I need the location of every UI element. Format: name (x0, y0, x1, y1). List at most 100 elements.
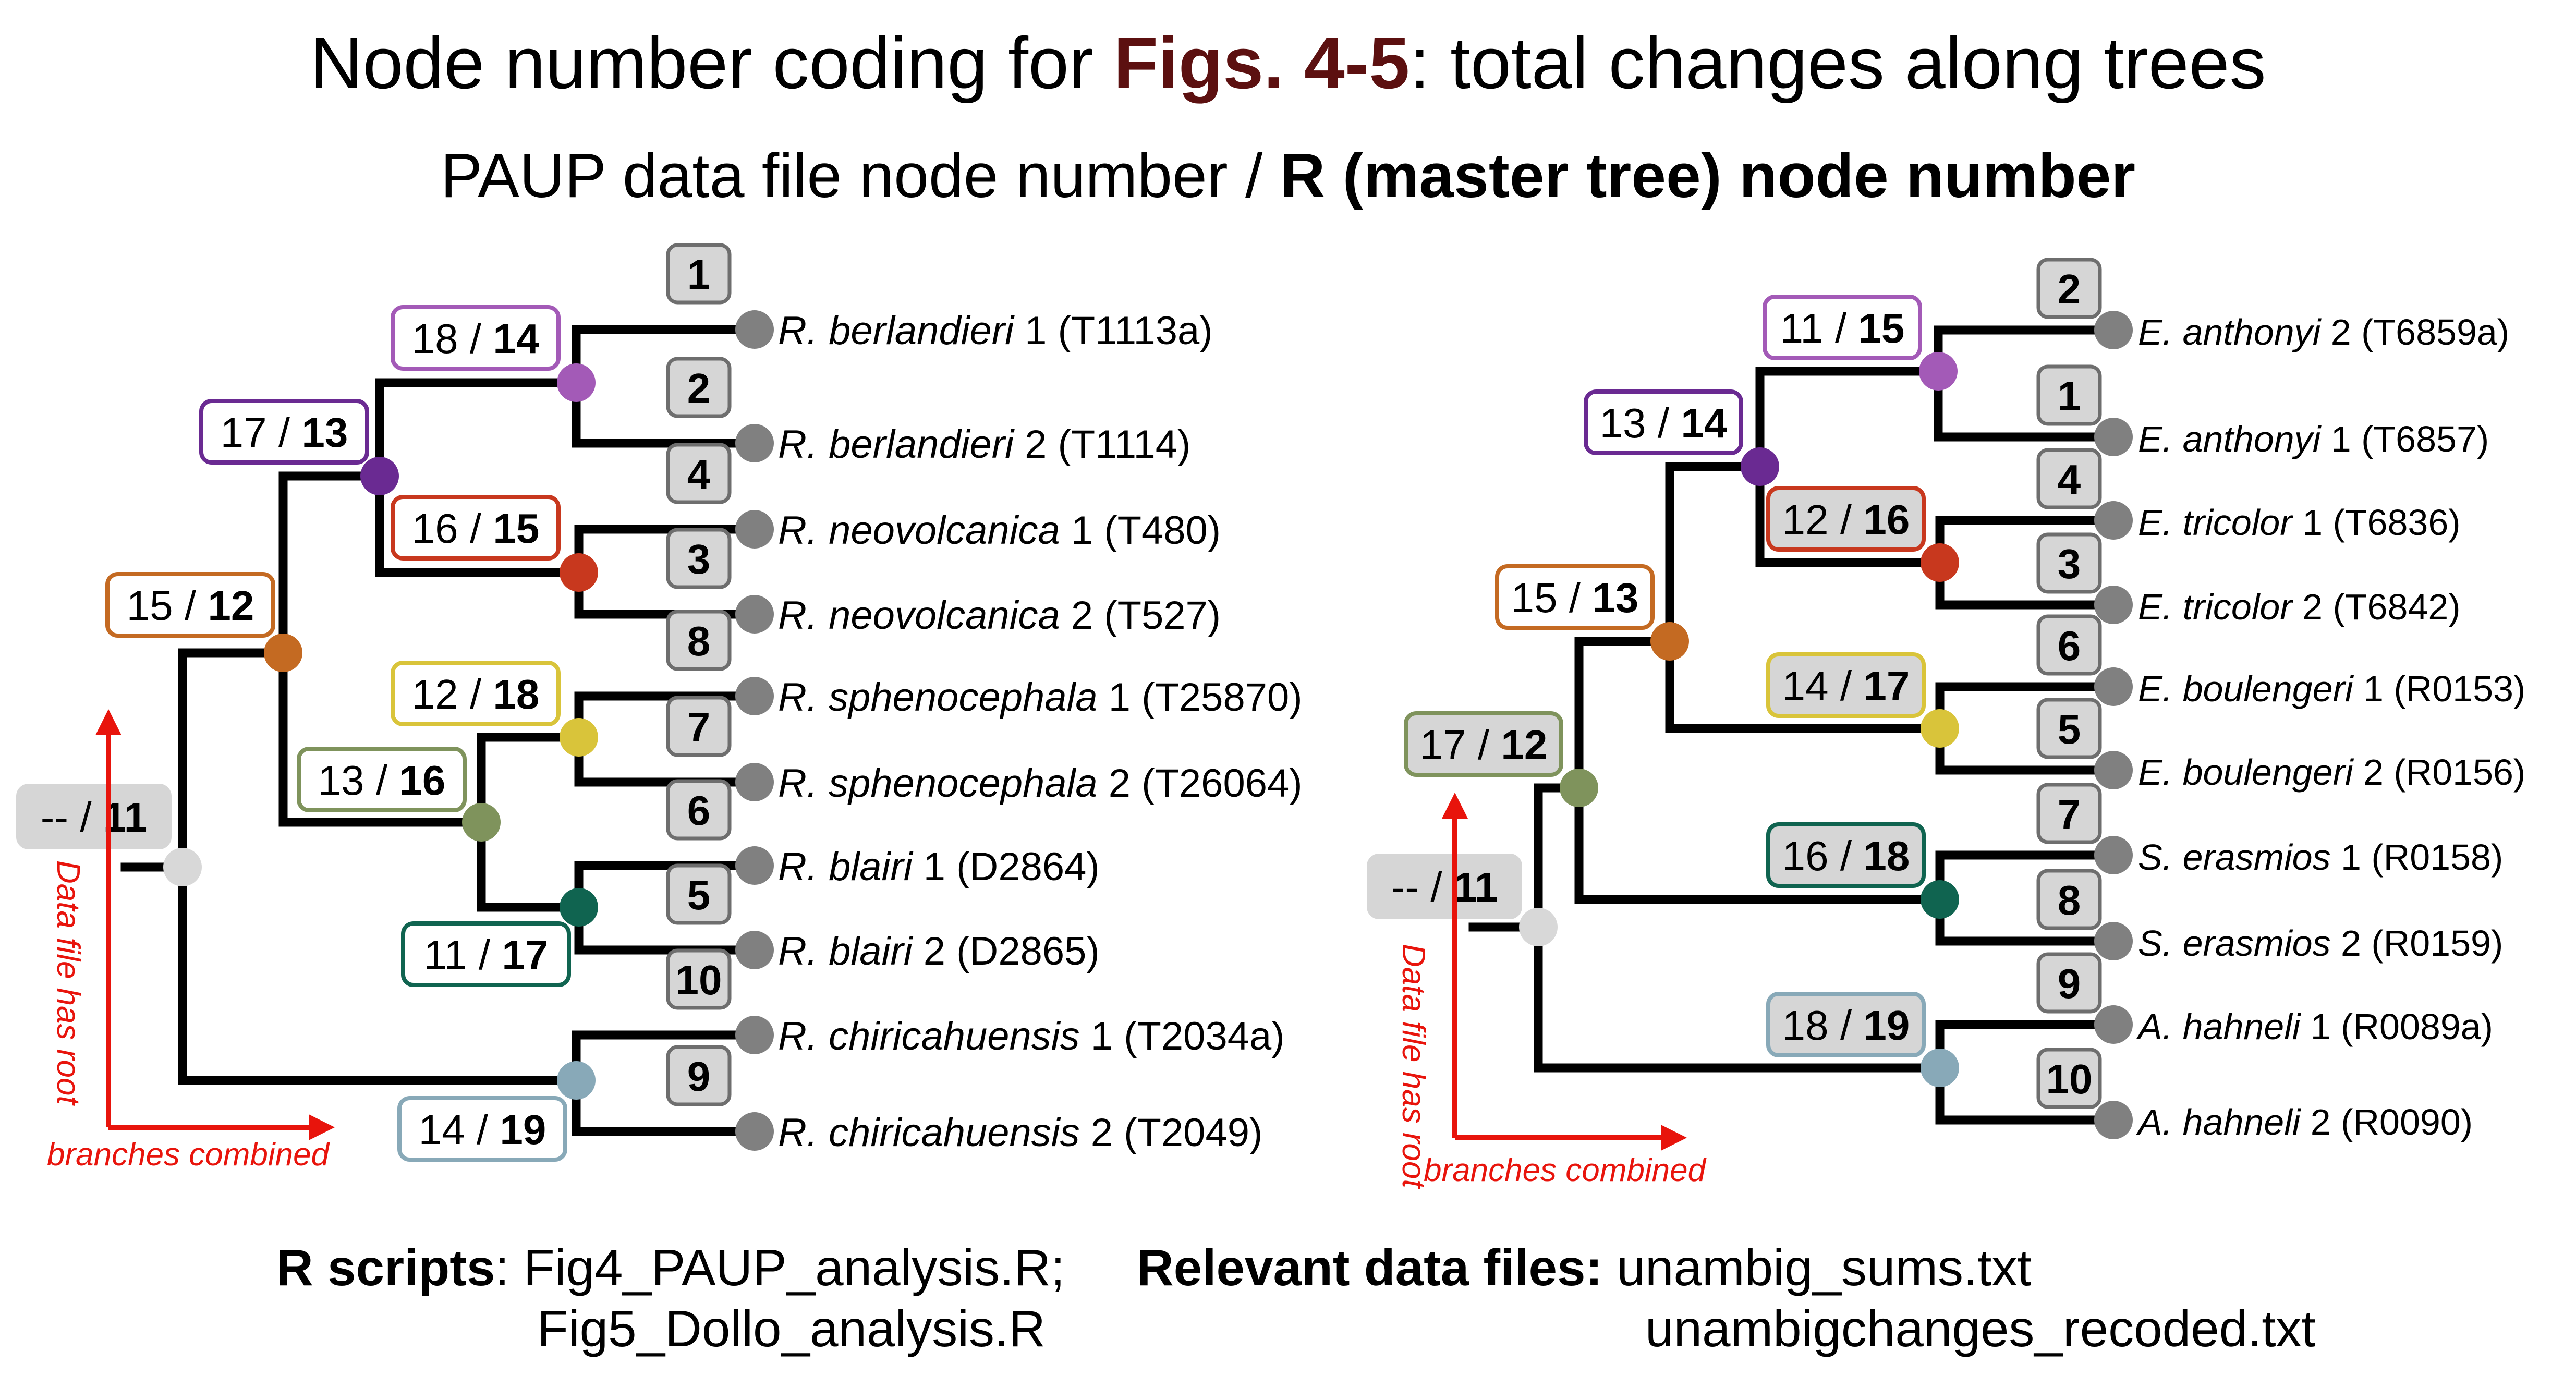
tip-number: 10 (2046, 1056, 2093, 1102)
node-dot (1741, 447, 1779, 486)
node-label: 17 / 12 (1420, 722, 1548, 768)
tip-dot (735, 763, 774, 801)
taxon-species: R. chiricahuensis (778, 1111, 1080, 1155)
node-r-number: 19 (1863, 1002, 1910, 1049)
tip-number: 5 (2058, 706, 2081, 752)
taxon-specimen: 2 (R0090) (2300, 1102, 2473, 1142)
root-note-horizontal: branches combined (1424, 1152, 1707, 1188)
tip-dot (735, 677, 774, 715)
tip-dot (735, 424, 774, 462)
footer-scripts-label: R scripts (276, 1239, 495, 1296)
node-paup-number: 13 / (1600, 400, 1681, 446)
taxon-species: R. berlandieri (778, 309, 1015, 353)
tip-number-box (666, 948, 732, 1010)
taxon-specimen: 1 (T480) (1060, 508, 1221, 553)
tip-number: 10 (676, 957, 722, 1003)
tip-dot (2094, 311, 2133, 349)
tip-number-box (2036, 258, 2102, 319)
tip-dot (2094, 751, 2133, 789)
node-paup-number: 18 / (412, 315, 493, 362)
page-title: Node number coding for Figs. 4-5: total … (0, 21, 2576, 105)
taxon-specimen: 1 (T6857) (2320, 419, 2489, 459)
node-paup-number: 17 / (1420, 722, 1501, 768)
taxon-label: R. blairi 2 (D2865) (778, 929, 1100, 973)
tip-number: 4 (687, 451, 711, 497)
node-label: 12 / 16 (1782, 496, 1910, 543)
tip-number: 6 (2058, 623, 2081, 669)
taxon-species: S. erasmios (2138, 837, 2331, 878)
tip-dot (735, 1016, 774, 1054)
node-paup-number: 16 / (1782, 833, 1864, 879)
taxon-specimen: 1 (D2864) (913, 845, 1100, 889)
tip-dot (735, 1112, 774, 1151)
node-dot (1921, 880, 1959, 919)
node-dot (557, 1061, 596, 1100)
taxon-specimen: 1 (R0153) (2353, 668, 2526, 709)
page-subtitle: PAUP data file node number / R (master t… (0, 140, 2576, 212)
node-label: -- / 11 (1391, 864, 1498, 910)
taxon-specimen: 2 (R0156) (2353, 752, 2526, 793)
node-paup-number: 11 / (1780, 305, 1858, 351)
tip-number: 2 (2058, 266, 2081, 312)
tip-dot (735, 510, 774, 549)
taxon-specimen: 1 (T1113a) (1014, 309, 1213, 353)
node-r-number: 16 (1863, 496, 1910, 543)
taxon-species: A. hahneli (2136, 1006, 2302, 1047)
taxon-specimen: 2 (T26064) (1098, 761, 1303, 806)
node-label: 12 / 18 (412, 671, 540, 717)
node-r-number: 12 (208, 582, 254, 629)
taxon-label: S. erasmios 1 (R0158) (2138, 837, 2503, 878)
tree-branch (1665, 462, 1940, 733)
tip-number: 3 (687, 536, 711, 582)
taxon-specimen: 1 (T2034a) (1080, 1014, 1285, 1058)
taxon-specimen: 2 (T6859a) (2320, 312, 2509, 352)
node-dot (560, 553, 598, 592)
taxon-species: R. blairi (778, 845, 914, 889)
tip-dot (735, 310, 774, 349)
taxon-label: E. boulengeri 1 (R0153) (2138, 668, 2525, 709)
node-r-number: 13 (1592, 575, 1638, 621)
taxon-label: E. anthonyi 2 (T6859a) (2138, 312, 2509, 352)
node-dot (1921, 709, 1959, 748)
node-label-box (1367, 854, 1522, 919)
node-r-number: 17 (502, 932, 548, 978)
tip-number-box (666, 863, 732, 925)
tip-number: 8 (687, 618, 711, 664)
taxon-specimen: 2 (D2865) (913, 929, 1100, 973)
node-dot (1919, 352, 1958, 391)
node-paup-number: 18 / (1782, 1002, 1864, 1049)
node-label-box (1584, 389, 1743, 455)
root-note-horizontal: branches combined (47, 1137, 331, 1173)
node-dot (1921, 543, 1959, 582)
taxon-label: R. berlandieri 1 (T1113a) (778, 309, 1213, 353)
node-r-number: 18 (1863, 833, 1910, 879)
node-dot (1560, 769, 1598, 807)
node-paup-number: 16 / (412, 505, 493, 552)
subtitle-prefix: PAUP data file node number / (440, 141, 1280, 211)
node-label-box (397, 1096, 567, 1162)
taxon-species: R. neovolcanica (778, 593, 1060, 638)
taxon-specimen: 1 (T6836) (2292, 502, 2461, 543)
taxon-label: A. hahneli 2 (R0090) (2136, 1102, 2473, 1142)
tip-number-box (2036, 952, 2102, 1014)
tip-dot (2094, 922, 2133, 960)
right-tree: 2 E. anthonyi 2 (T6859a) 1 E. anthonyi 1 (T… (1367, 258, 2526, 1189)
title-prefix: Node number coding for (310, 22, 1114, 104)
node-label: 18 / 19 (1782, 1002, 1910, 1049)
tip-dot (735, 846, 774, 885)
root-dot (1519, 908, 1558, 946)
node-r-number: 17 (1863, 663, 1910, 709)
node-label: 17 / 13 (221, 409, 348, 456)
node-paup-number: 11 / (424, 932, 502, 978)
footer-data-file-2: unambigchanges_recoded.txt (1645, 1300, 2316, 1357)
node-label-box (199, 399, 369, 465)
taxon-label: E. anthonyi 1 (T6857) (2138, 419, 2489, 459)
node-label-box (391, 305, 561, 371)
tip-number: 3 (2058, 541, 2081, 587)
node-paup-number: 17 / (221, 409, 302, 456)
node-r-number: 15 (1858, 305, 1904, 351)
node-paup-number: 13 / (318, 757, 399, 803)
taxon-specimen: 1 (R0089a) (2300, 1006, 2493, 1047)
node-r-number: 12 (1501, 722, 1547, 768)
node-label-box (16, 784, 172, 849)
